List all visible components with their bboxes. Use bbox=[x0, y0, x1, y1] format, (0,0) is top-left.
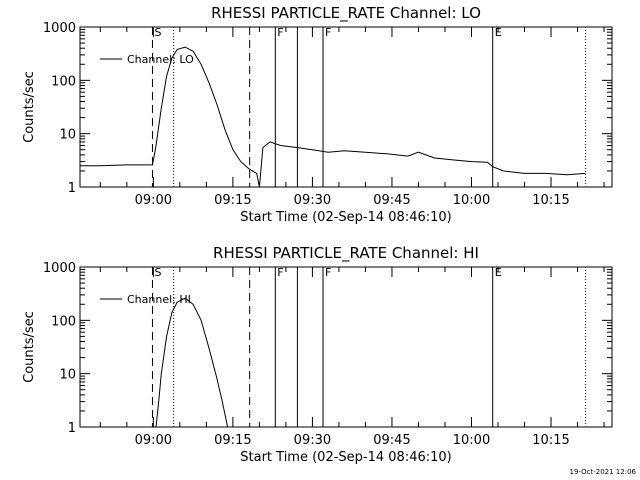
panel2-ytick-label: 1000 bbox=[43, 261, 76, 276]
panel1-marker-label: E bbox=[495, 26, 502, 39]
panel1-xlabel: Start Time (02-Sep-14 08:46:10) bbox=[240, 210, 451, 225]
panel1-legend-label: Channel: LO bbox=[127, 53, 194, 66]
panel1-ytick-label: 1 bbox=[68, 181, 76, 196]
panel2-ylabel: Counts/sec bbox=[22, 311, 37, 383]
panel1-xtick-label: 09:45 bbox=[373, 193, 410, 208]
panel1-ytick-label: 1000 bbox=[43, 21, 76, 36]
panel1-marker-label: S bbox=[154, 26, 161, 39]
panel2-xtick-label: 09:30 bbox=[294, 433, 331, 448]
panel2-xtick-label: 10:00 bbox=[453, 433, 490, 448]
panel2-marker-label: F bbox=[325, 266, 331, 279]
panel1-xtick-label: 09:00 bbox=[135, 193, 172, 208]
panel2-plot-frame bbox=[79, 266, 613, 428]
panel1-marker-label: F bbox=[277, 26, 283, 39]
panel1-plot-frame bbox=[79, 26, 613, 188]
panel2-xtick-label: 09:45 bbox=[373, 433, 410, 448]
panel2-xtick-label: 10:15 bbox=[532, 433, 569, 448]
panel1-marker-label: F bbox=[325, 26, 331, 39]
panel2-legend-label: Channel: HI bbox=[127, 293, 191, 306]
footer-timestamp: 19-Oct-2021 12:06 bbox=[570, 468, 637, 476]
panel2-xtick-label: 09:15 bbox=[214, 433, 251, 448]
panel1-xtick-label: 10:00 bbox=[453, 193, 490, 208]
panel1-xtick-label: 09:15 bbox=[214, 193, 251, 208]
panel2-xtick-label: 09:00 bbox=[135, 433, 172, 448]
panel2-marker-label: E bbox=[495, 266, 502, 279]
panel1-xtick-label: 10:15 bbox=[532, 193, 569, 208]
panel1-ylabel: Counts/sec bbox=[22, 71, 37, 143]
panel1-xtick-label: 09:30 bbox=[294, 193, 331, 208]
panel2-title: RHESSI PARTICLE_RATE Channel: HI bbox=[213, 244, 479, 263]
panel1-series-line bbox=[80, 46, 586, 188]
panel2-marker-label: F bbox=[277, 266, 283, 279]
panel2-marker-label: S bbox=[154, 266, 161, 279]
panel1-title: RHESSI PARTICLE_RATE Channel: LO bbox=[211, 4, 481, 23]
panel1-ytick-label: 100 bbox=[51, 74, 76, 89]
panel2-ytick-label: 1 bbox=[68, 421, 76, 436]
panel2-ytick-label: 10 bbox=[59, 368, 76, 383]
panel2-series-line bbox=[155, 297, 229, 428]
panel2-ytick-label: 100 bbox=[51, 314, 76, 329]
panel1-ytick-label: 10 bbox=[59, 128, 76, 143]
panel2-xlabel: Start Time (02-Sep-14 08:46:10) bbox=[240, 450, 451, 465]
